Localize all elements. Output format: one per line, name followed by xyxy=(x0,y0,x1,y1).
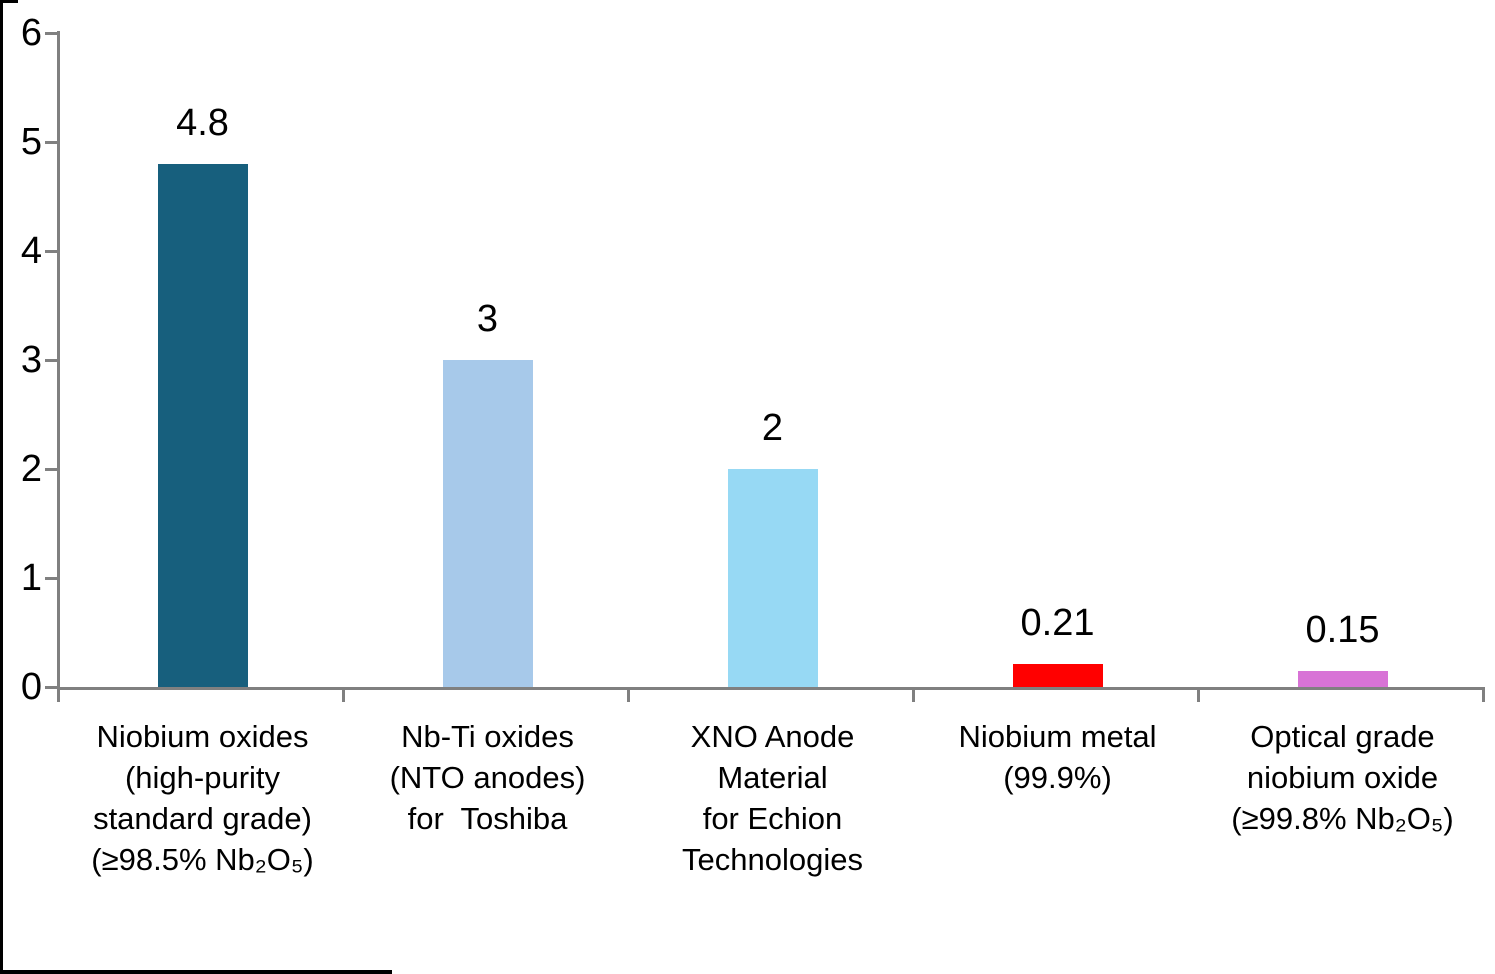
frame-bottom-left-segment xyxy=(0,970,392,974)
x-tick-mark xyxy=(342,690,345,702)
bar-2 xyxy=(442,360,533,687)
frame-left-border xyxy=(0,0,3,974)
data-label-2: 3 xyxy=(476,298,499,340)
bar-4 xyxy=(1012,664,1103,687)
x-axis-line xyxy=(57,687,1485,690)
y-tick-label: 3 xyxy=(20,339,42,381)
y-tick-label: 0 xyxy=(20,666,42,708)
category-label-2: Nb-Ti oxides (NTO anodes) for Toshiba xyxy=(389,719,586,836)
y-tick-label: 5 xyxy=(20,121,42,163)
x-tick-mark xyxy=(627,690,630,702)
y-tick-mark xyxy=(45,250,57,253)
x-tick-mark xyxy=(1482,690,1485,702)
category-label-4: Niobium metal (99.9%) xyxy=(958,719,1157,795)
y-tick-mark xyxy=(45,359,57,362)
y-tick-mark xyxy=(45,686,57,689)
y-tick-label: 4 xyxy=(20,230,42,272)
frame-top-left-segment xyxy=(0,0,18,3)
y-axis-line xyxy=(57,31,60,690)
bar-5 xyxy=(1297,670,1388,687)
x-tick-mark xyxy=(1197,690,1200,702)
bar-1 xyxy=(157,163,248,687)
data-label-3: 2 xyxy=(761,407,784,449)
y-tick-label: 2 xyxy=(20,448,42,490)
category-label-5: Optical grade niobium oxide (≥99.8% Nb₂O… xyxy=(1231,719,1454,836)
y-tick-mark xyxy=(45,577,57,580)
data-label-4: 0.21 xyxy=(1020,602,1095,645)
category-label-3: XNO Anode Material for Echion Technologi… xyxy=(682,719,863,877)
data-label-1: 4.8 xyxy=(176,101,229,144)
y-tick-label: 1 xyxy=(20,557,42,599)
category-label-1: Niobium oxides (high-purity standard gra… xyxy=(91,719,314,877)
bar-3 xyxy=(727,469,818,687)
x-tick-mark xyxy=(57,690,60,702)
data-label-5: 0.15 xyxy=(1305,608,1380,651)
y-tick-mark xyxy=(45,141,57,144)
y-tick-label: 6 xyxy=(20,12,42,54)
y-tick-mark xyxy=(45,32,57,35)
x-tick-mark xyxy=(912,690,915,702)
y-tick-mark xyxy=(45,468,57,471)
